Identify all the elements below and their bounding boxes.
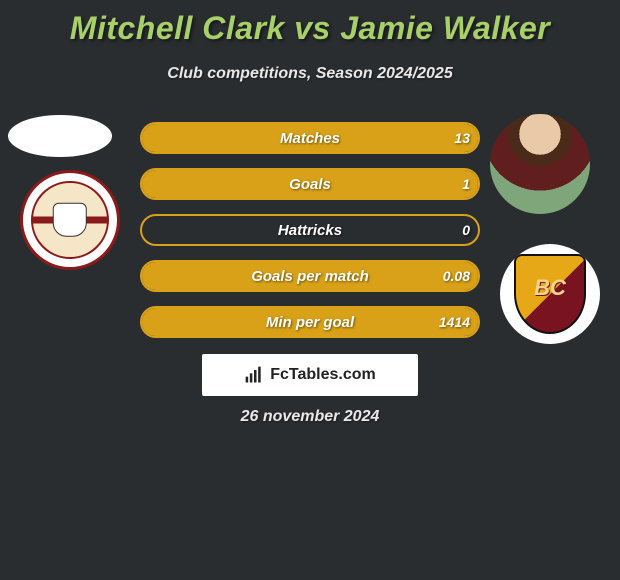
stat-bar: Goals1 [140,168,480,200]
bar-label: Matches [142,124,478,152]
date-stamp: 26 november 2024 [0,408,620,426]
footer-site-name: FcTables.com [270,366,376,384]
comparison-card: Mitchell Clark vs Jamie Walker Club comp… [0,0,620,580]
bar-label: Goals per match [142,262,478,290]
bar-label: Hattricks [142,216,478,244]
club-right-logo: BC [500,244,600,344]
bar-value-right: 1414 [439,308,470,336]
bar-value-right: 0 [462,216,470,244]
stat-bar: Matches13 [140,122,480,154]
club-left-logo [20,170,120,270]
chart-icon [244,365,264,385]
bar-value-right: 13 [454,124,470,152]
bar-value-right: 0.08 [443,262,470,290]
stat-bars: Matches13 Goals1 Hattricks0 Goals per match… [140,122,480,352]
player-right-avatar [490,114,590,214]
footer-attribution: FcTables.com [202,354,418,396]
stat-bar: Goals per match0.08 [140,260,480,292]
bar-label: Goals [142,170,478,198]
player-left-avatar [8,115,112,157]
subtitle: Club competitions, Season 2024/2025 [0,65,620,83]
bar-value-right: 1 [462,170,470,198]
stat-bar: Hattricks0 [140,214,480,246]
stat-bar: Min per goal1414 [140,306,480,338]
bar-label: Min per goal [142,308,478,336]
page-title: Mitchell Clark vs Jamie Walker [0,0,620,47]
